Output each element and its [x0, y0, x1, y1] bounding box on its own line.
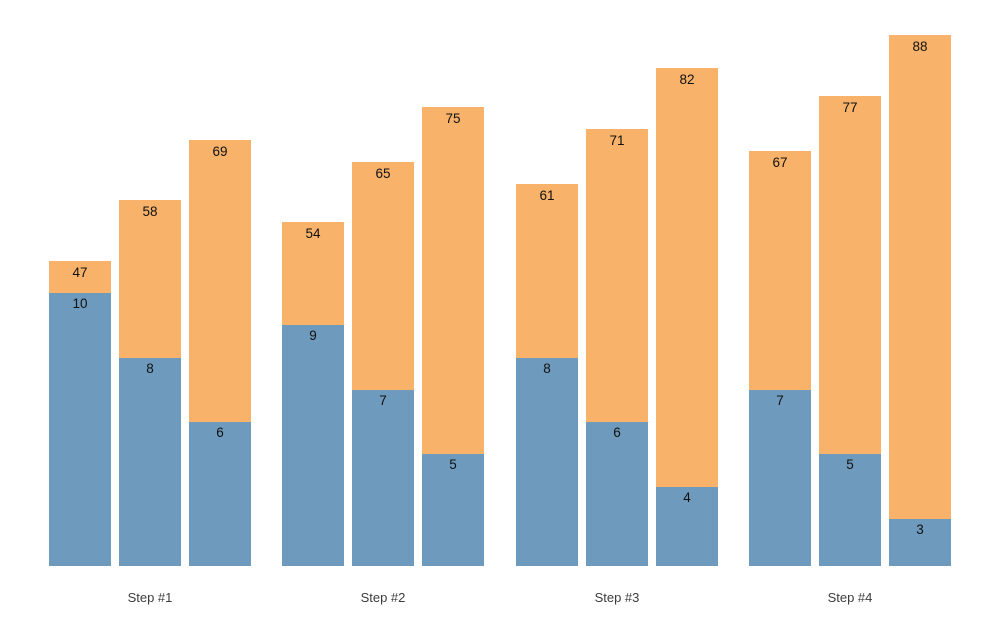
bar-total-value-label: 65 — [375, 166, 391, 181]
stacked-bar: 65 7 — [352, 162, 414, 566]
bar-total-value-label: 71 — [609, 133, 625, 148]
stacked-bar: 77 5 — [819, 96, 881, 566]
bar-bottom-segment: 8 — [119, 358, 181, 566]
bar-bottom-value-label: 5 — [449, 457, 457, 472]
bar-bottom-segment: 8 — [516, 358, 578, 566]
stacked-bar: 82 4 — [656, 68, 718, 566]
bar-total-value-label: 61 — [539, 188, 555, 203]
bar-bottom-segment: 5 — [819, 454, 881, 566]
bar-bottom-value-label: 4 — [683, 490, 691, 505]
bar-total-value-label: 67 — [772, 155, 788, 170]
stacked-bar: 61 8 — [516, 184, 578, 566]
x-axis-group-label: Step #3 — [594, 590, 640, 605]
bar-bottom-value-label: 7 — [379, 393, 387, 408]
bar-bottom-value-label: 6 — [216, 425, 224, 440]
bar-bottom-value-label: 9 — [309, 328, 317, 343]
bar-bottom-value-label: 3 — [916, 522, 924, 537]
bar-bottom-value-label: 8 — [543, 361, 551, 376]
x-axis-group-label: Step #4 — [827, 590, 873, 605]
bar-total-value-label: 58 — [142, 204, 158, 219]
bar-bottom-segment: 7 — [749, 390, 811, 566]
bar-bottom-value-label: 5 — [846, 457, 854, 472]
bar-total-value-label: 75 — [445, 111, 461, 126]
stacked-bar: 69 6 — [189, 140, 251, 566]
stacked-bar: 54 9 — [282, 222, 344, 566]
bar-bottom-segment: 10 — [49, 293, 111, 566]
bar-bottom-segment: 6 — [189, 422, 251, 566]
bar-total-value-label: 69 — [212, 144, 228, 159]
stacked-bar: 58 8 — [119, 200, 181, 566]
bar-bottom-segment: 4 — [656, 487, 718, 566]
bar-total-value-label: 47 — [72, 265, 88, 280]
stacked-bar: 47 10 — [49, 261, 111, 566]
bar-total-value-label: 77 — [842, 100, 858, 115]
stacked-bar: 71 6 — [586, 129, 648, 566]
bar-bottom-segment: 6 — [586, 422, 648, 566]
bar-bottom-segment: 5 — [422, 454, 484, 566]
bar-total-value-label: 54 — [305, 226, 321, 241]
bar-bottom-segment: 7 — [352, 390, 414, 566]
stacked-bar: 67 7 — [749, 151, 811, 566]
stacked-bar: 88 3 — [889, 35, 951, 566]
bar-bottom-segment: 3 — [889, 519, 951, 566]
bar-bottom-value-label: 7 — [776, 393, 784, 408]
stacked-bar: 75 5 — [422, 107, 484, 566]
bar-total-value-label: 82 — [679, 72, 695, 87]
bar-bottom-segment: 9 — [282, 325, 344, 566]
x-axis-group-label: Step #2 — [360, 590, 406, 605]
bar-bottom-value-label: 8 — [146, 361, 154, 376]
x-axis-group-label: Step #1 — [127, 590, 173, 605]
bar-total-value-label: 88 — [912, 39, 928, 54]
bar-bottom-value-label: 6 — [613, 425, 621, 440]
bar-bottom-value-label: 10 — [72, 296, 88, 311]
